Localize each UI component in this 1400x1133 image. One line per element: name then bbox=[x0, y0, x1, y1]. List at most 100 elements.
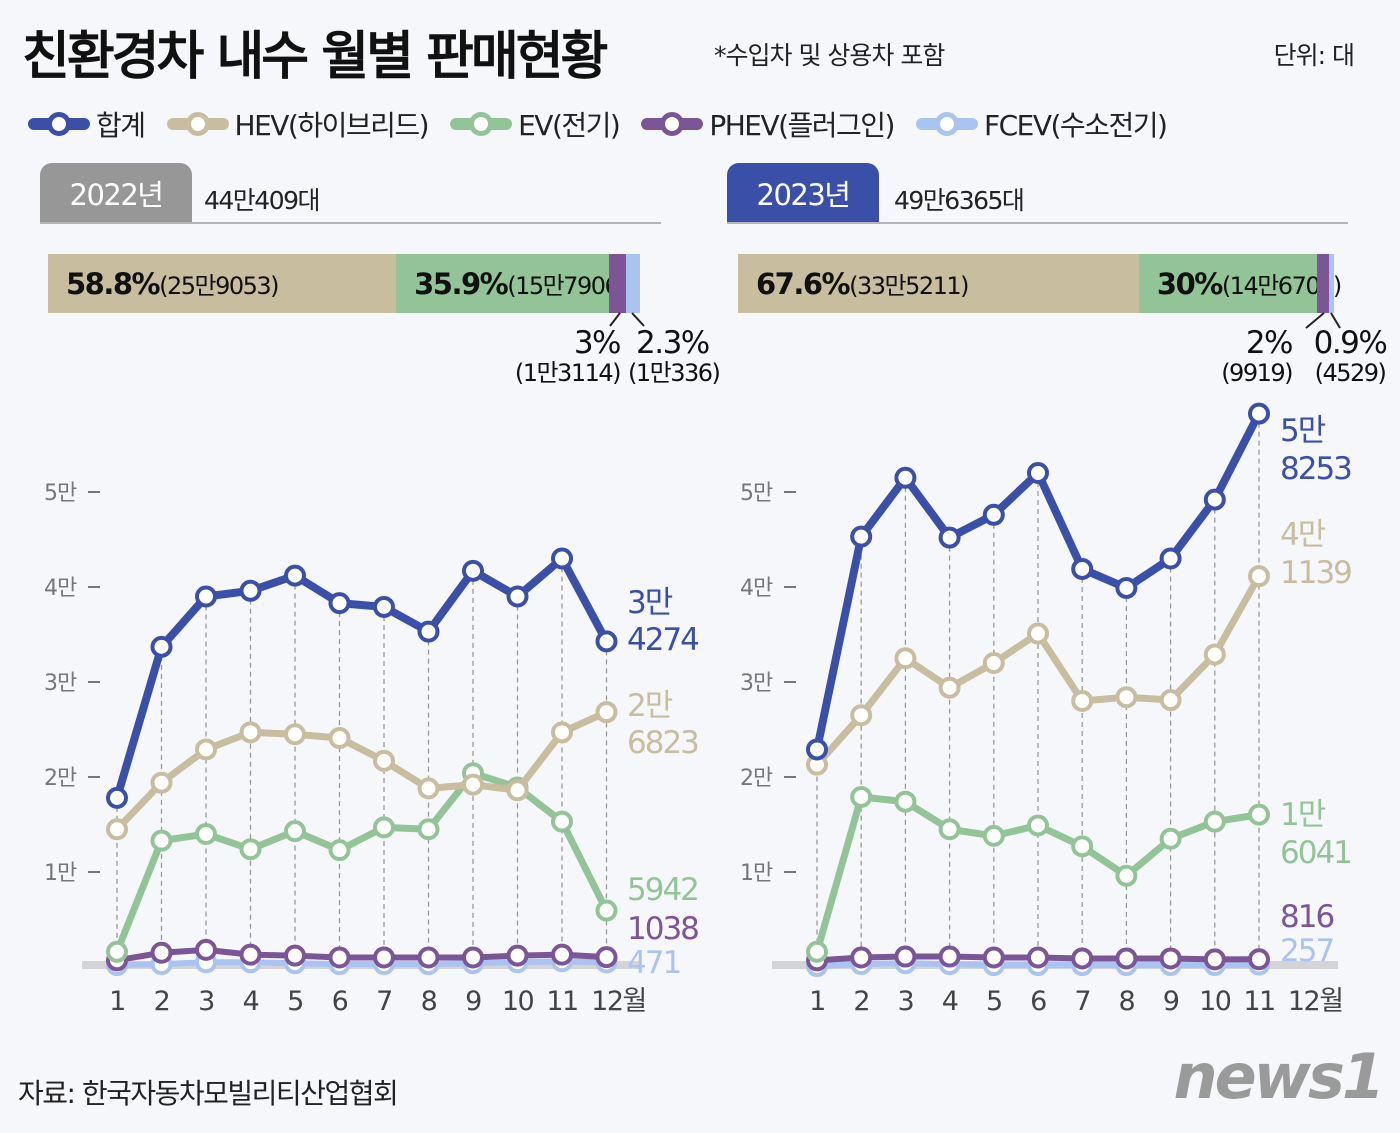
y-tick-label: 2만 bbox=[44, 766, 77, 791]
data-point bbox=[1203, 810, 1226, 833]
y-tick-label: 1만 bbox=[44, 861, 77, 886]
data-point bbox=[938, 676, 961, 699]
y-tick-label: 5만 bbox=[44, 481, 77, 506]
data-point bbox=[894, 945, 917, 968]
data-point bbox=[1248, 803, 1270, 826]
end-value-label: 5942 bbox=[627, 872, 698, 908]
y-tick-label: 2만 bbox=[740, 766, 773, 791]
data-point bbox=[1115, 576, 1138, 599]
legend-marker-icon bbox=[166, 112, 229, 136]
x-tick-label: 4 bbox=[942, 986, 958, 1017]
data-point bbox=[1027, 622, 1049, 645]
data-point bbox=[1071, 557, 1094, 580]
footnote: *수입차 및 상용차 포함 bbox=[714, 41, 945, 70]
legend-marker-icon bbox=[916, 112, 978, 136]
legend-item-fcev: FCEV(수소전기) bbox=[916, 104, 1168, 144]
legend-marker-icon bbox=[641, 112, 704, 136]
data-point bbox=[328, 592, 351, 615]
data-point bbox=[239, 943, 262, 966]
x-tick-label: 2 bbox=[154, 986, 170, 1017]
data-point bbox=[894, 466, 917, 489]
y-tick-label: 4만 bbox=[740, 576, 773, 601]
data-point bbox=[894, 647, 917, 670]
phev-share-label: 3% (1만3114) bbox=[500, 326, 622, 388]
x-tick-label: 11 bbox=[1243, 986, 1274, 1017]
data-point bbox=[373, 749, 395, 772]
end-value-label: 6041 bbox=[1280, 835, 1351, 871]
share-segment: 58.8%(25만9053) bbox=[48, 254, 397, 313]
data-point bbox=[1115, 947, 1138, 970]
share-bar-2022: 58.8%(25만9053) 35.9%(15만7906) bbox=[48, 254, 640, 313]
data-point bbox=[417, 946, 440, 969]
data-point bbox=[595, 630, 618, 653]
data-point bbox=[982, 652, 1005, 674]
x-tick-label: 6 bbox=[1030, 986, 1046, 1017]
data-point bbox=[1071, 947, 1094, 970]
legend: 합계 HEV(하이브리드) EV(전기) PHEV(플러그인) FCEV(수소전… bbox=[28, 104, 1168, 144]
share-count: (1만3114) bbox=[514, 359, 622, 388]
series-line-HEV(하이브리드) bbox=[114, 708, 608, 832]
end-value-label: 1만 bbox=[1280, 797, 1326, 833]
x-tick-label: 9 bbox=[465, 986, 481, 1017]
news1-logo: news1 bbox=[1173, 1040, 1385, 1113]
legend-label: HEV(하이브리드) bbox=[234, 109, 430, 142]
data-point bbox=[506, 779, 529, 802]
legend-label: PHEV(플러그인) bbox=[709, 109, 895, 142]
data-point bbox=[982, 946, 1005, 969]
x-tick-label: 4 bbox=[243, 986, 259, 1017]
data-point bbox=[938, 818, 961, 841]
end-value-label: 4만 bbox=[1280, 517, 1326, 553]
x-tick-label: 12월 bbox=[1288, 986, 1343, 1017]
data-point bbox=[284, 820, 306, 843]
data-point bbox=[284, 723, 306, 746]
data-point bbox=[462, 946, 484, 969]
data-point bbox=[506, 585, 529, 608]
unit-label: 단위: 대 bbox=[1273, 41, 1355, 70]
x-tick-label: 11 bbox=[546, 986, 577, 1017]
y-tick-label: 4만 bbox=[44, 576, 77, 601]
data-point bbox=[1159, 827, 1182, 850]
data-point bbox=[551, 721, 573, 744]
year-total: 44만409대 bbox=[204, 186, 321, 215]
source-note: 자료: 한국자동차모빌리티산업협회 bbox=[18, 1077, 399, 1110]
end-value-label: 1139 bbox=[1280, 555, 1351, 591]
data-point bbox=[1203, 488, 1226, 511]
share-pct: 0.9% bbox=[1313, 325, 1388, 361]
data-point bbox=[1203, 948, 1226, 971]
x-tick-label: 12월 bbox=[591, 986, 646, 1017]
data-point bbox=[595, 701, 618, 724]
data-point bbox=[1159, 947, 1182, 970]
legend-marker-icon bbox=[450, 112, 513, 136]
data-point bbox=[150, 829, 173, 852]
leader-line bbox=[631, 312, 645, 327]
share-count: (1만336) bbox=[628, 359, 721, 388]
data-point bbox=[150, 635, 173, 658]
divider bbox=[40, 222, 661, 224]
x-tick-label: 7 bbox=[376, 986, 392, 1017]
x-tick-label: 9 bbox=[1163, 986, 1179, 1017]
data-point bbox=[551, 810, 573, 833]
data-point bbox=[328, 727, 351, 750]
x-tick-label: 10 bbox=[1199, 986, 1231, 1017]
x-tick-label: 3 bbox=[898, 986, 914, 1017]
data-point bbox=[1159, 689, 1182, 712]
end-value-label: 4274 bbox=[627, 622, 698, 658]
share-segment bbox=[1328, 254, 1334, 313]
data-point bbox=[1071, 690, 1094, 712]
share-segment: 35.9%(15만7906) bbox=[396, 254, 628, 313]
data-point bbox=[373, 595, 395, 618]
end-value-label: 3만 bbox=[627, 585, 673, 621]
end-value-label: 6823 bbox=[627, 725, 698, 761]
data-point bbox=[417, 620, 440, 643]
leader-line bbox=[1305, 312, 1325, 329]
data-point bbox=[850, 525, 873, 548]
share-pct: 2.3% bbox=[636, 325, 710, 361]
share-segment bbox=[626, 254, 640, 313]
x-tick-label: 6 bbox=[332, 986, 348, 1017]
x-tick-label: 8 bbox=[421, 986, 437, 1017]
share-pct: 2% bbox=[1245, 325, 1294, 361]
data-point bbox=[195, 585, 217, 608]
